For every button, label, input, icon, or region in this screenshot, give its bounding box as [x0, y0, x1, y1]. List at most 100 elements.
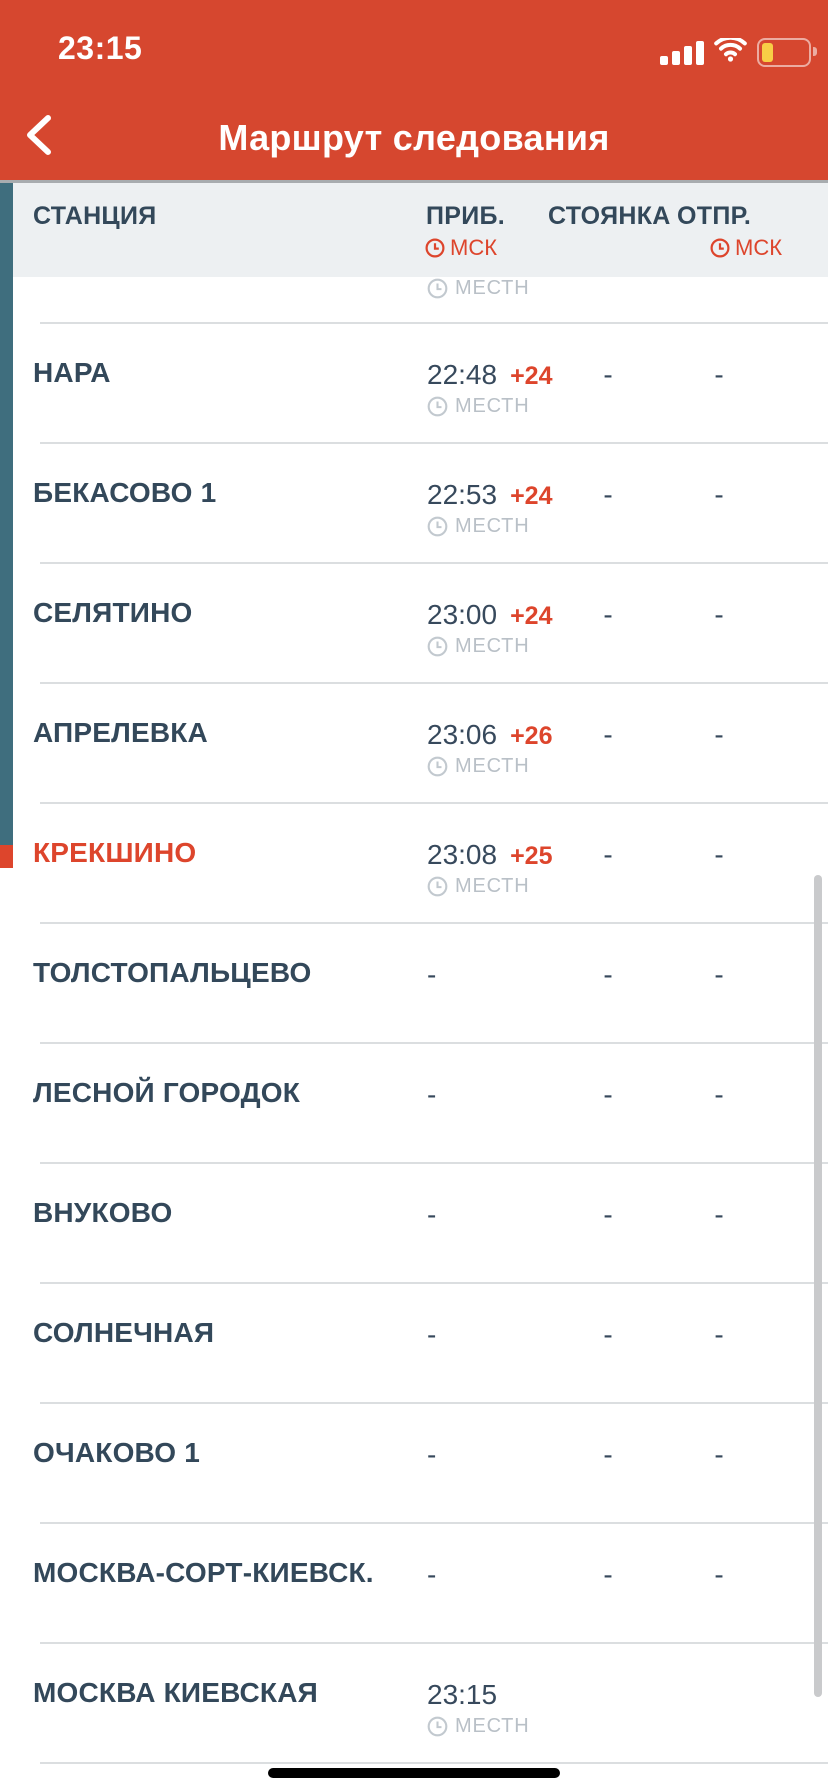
local-time-label: МЕСТН [427, 395, 529, 418]
table-row: ТОЛСТОПАЛЬЦЕВО - - - [0, 924, 828, 1044]
stop-duration: - [603, 1199, 613, 1230]
table-row: СОЛНЕЧНАЯ - - - [0, 1284, 828, 1404]
route-progress-stripe [0, 183, 13, 845]
arrival-delay-badge: +25 [510, 842, 553, 870]
arrival-time: 22:48 [427, 359, 498, 390]
table-header: СТАНЦИЯ ПРИБ. СТОЯНКА ОТПР. МСК МСК [0, 183, 828, 277]
station-name: ТОЛСТОПАЛЬЦЕВО [33, 957, 312, 988]
arrival-time: - [427, 1439, 437, 1470]
arrival-delay-badge: +24 [510, 602, 553, 630]
clock-icon [710, 238, 730, 258]
arrival-cell: - [427, 1319, 436, 1351]
table-row: КРЕКШИНО 23:08 +25 МЕСТН - - [0, 804, 828, 924]
arrival-cell: - [427, 1199, 436, 1231]
column-header-stop: СТОЯНКА [548, 202, 671, 230]
clock-icon [427, 516, 448, 537]
stop-duration: - [603, 599, 613, 630]
arrival-delay-badge: +26 [510, 722, 553, 750]
battery-fill [762, 43, 773, 62]
departure-time: - [714, 839, 724, 870]
departure-time: - [714, 959, 724, 990]
table-row: АПРЕЛЕВКА 23:06 +26 МЕСТН - - [0, 684, 828, 804]
station-name: МОСКВА-СОРТ-КИЕВСК. [33, 1557, 374, 1588]
station-list[interactable]: МЕСТН НАРА 22:48 +24 МЕСТН - - БЕКАСОВО … [0, 277, 828, 1764]
header-shadow [0, 180, 828, 183]
stop-duration: - [603, 1439, 613, 1470]
clock-icon [427, 1716, 448, 1737]
clock-icon [427, 756, 448, 777]
arrival-cell: - [427, 959, 436, 991]
status-bar-time: 23:15 [58, 30, 143, 66]
arrival-cell: 23:06 +26 [427, 719, 553, 751]
table-row: ЛЕСНОЙ ГОРОДОК - - - [0, 1044, 828, 1164]
wifi-icon [714, 35, 747, 67]
station-name: БЕКАСОВО 1 [33, 477, 217, 508]
arrival-cell: 22:53 +24 [427, 479, 553, 511]
clock-icon [427, 636, 448, 657]
station-name: МОСКВА КИЕВСКАЯ [33, 1677, 318, 1708]
stop-duration: - [603, 1559, 613, 1590]
arrival-time: - [427, 1199, 437, 1230]
local-time-label: МЕСТН [427, 515, 529, 538]
table-row: НАРА 22:48 +24 МЕСТН - - [0, 324, 828, 444]
arrival-time: 23:08 [427, 839, 498, 870]
arrival-timezone-label: МСК [425, 235, 497, 261]
departure-time: - [714, 1079, 724, 1110]
page-title: Маршрут следования [218, 117, 610, 158]
departure-time: - [714, 359, 724, 390]
table-row: ВНУКОВО - - - [0, 1164, 828, 1284]
clock-icon [427, 396, 448, 417]
local-time-label: МЕСТН [427, 277, 529, 300]
departure-time: - [714, 1199, 724, 1230]
back-button[interactable] [22, 112, 56, 158]
arrival-time: - [427, 1559, 437, 1590]
arrival-delay-badge: +24 [510, 362, 553, 390]
station-name: НАРА [33, 357, 111, 388]
stop-duration: - [603, 359, 613, 390]
departure-timezone-label: МСК [710, 235, 782, 261]
stop-duration: - [603, 479, 613, 510]
table-row: ОЧАКОВО 1 - - - [0, 1404, 828, 1524]
arrival-cell: - [427, 1439, 436, 1471]
clock-icon [427, 278, 448, 299]
arrival-delay-badge: +24 [510, 482, 553, 510]
departure-time: - [714, 479, 724, 510]
station-name: СОЛНЕЧНАЯ [33, 1317, 215, 1348]
table-row-partial: МЕСТН [0, 277, 828, 324]
local-time-label: МЕСТН [427, 755, 529, 778]
arrival-time: - [427, 959, 437, 990]
station-name: АПРЕЛЕВКА [33, 717, 208, 748]
local-time-label: МЕСТН [427, 1715, 529, 1738]
departure-time: - [714, 719, 724, 750]
arrival-time: 23:00 [427, 599, 498, 630]
arrival-time: - [427, 1079, 437, 1110]
scrollbar-thumb[interactable] [814, 875, 822, 1697]
home-indicator[interactable] [268, 1768, 560, 1778]
arrival-cell: - [427, 1079, 436, 1111]
stop-duration: - [603, 719, 613, 750]
table-row: МОСКВА-СОРТ-КИЕВСК. - - - [0, 1524, 828, 1644]
departure-time: - [714, 1559, 724, 1590]
table-row: БЕКАСОВО 1 22:53 +24 МЕСТН - - [0, 444, 828, 564]
battery-icon [757, 38, 817, 67]
arrival-cell: 23:08 +25 [427, 839, 553, 871]
arrival-cell: - [427, 1559, 436, 1591]
clock-icon [427, 876, 448, 897]
signal-icon [660, 40, 704, 65]
column-header-departure: ОТПР. [677, 202, 752, 230]
clock-icon [425, 238, 445, 258]
arrival-time: - [427, 1319, 437, 1350]
station-name: ВНУКОВО [33, 1197, 173, 1228]
departure-time: - [714, 1439, 724, 1470]
station-name: КРЕКШИНО [33, 837, 197, 868]
arrival-time: 22:53 [427, 479, 498, 510]
local-time-label: МЕСТН [427, 875, 529, 898]
current-station-marker [0, 845, 13, 868]
stop-duration: - [603, 839, 613, 870]
departure-time: - [714, 599, 724, 630]
station-name: ЛЕСНОЙ ГОРОДОК [33, 1077, 301, 1108]
table-row: СЕЛЯТИНО 23:00 +24 МЕСТН - - [0, 564, 828, 684]
chevron-left-icon [27, 115, 51, 155]
arrival-cell: 22:48 +24 [427, 359, 553, 391]
